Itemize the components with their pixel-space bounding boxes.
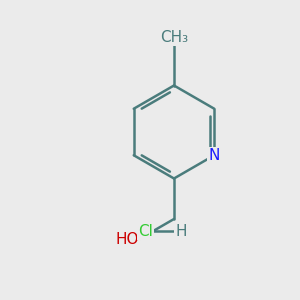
Text: H: H [176,224,187,238]
Text: Cl: Cl [138,224,153,238]
Text: HO: HO [116,232,139,247]
Text: CH₃: CH₃ [160,30,188,45]
Text: N: N [208,148,220,163]
